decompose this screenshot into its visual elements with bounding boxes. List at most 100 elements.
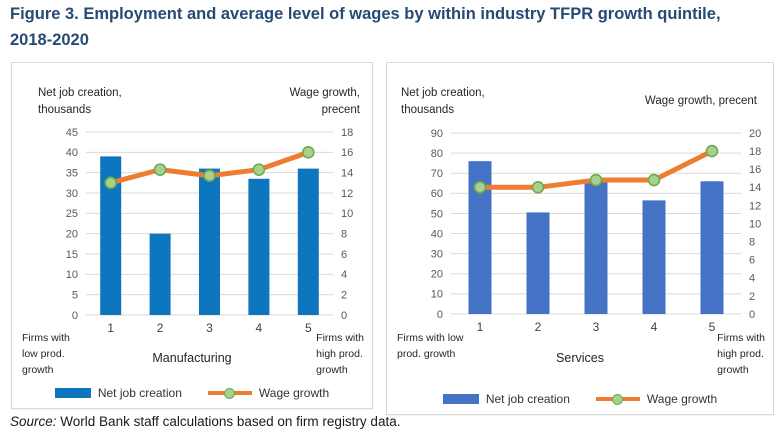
note-line: Firms with: [22, 332, 70, 344]
right-axis-tick: 4: [341, 269, 347, 281]
manufacturing-chart-panel: Net job creation, thousands Wage growth,…: [11, 62, 373, 409]
right-axis-label-line: precent: [321, 104, 360, 117]
services-left-axis-label: Net job creation, thousands: [401, 85, 485, 120]
category-label: 2: [157, 321, 164, 335]
left-axis-tick: 50: [431, 208, 443, 220]
legend-item-wage-growth: Wage growth: [595, 392, 718, 406]
category-label: 3: [593, 320, 600, 334]
services-chart-panel: Net job creation, thousands Wage growth,…: [386, 62, 774, 415]
left-axis-tick: 10: [66, 269, 78, 281]
manufacturing-bar-q1: [100, 156, 122, 315]
manufacturing-wage-marker-q1: [104, 176, 117, 190]
legend-label: Net job creation: [485, 392, 570, 406]
right-axis-tick: 20: [749, 128, 761, 140]
legend-label: Wage growth: [258, 386, 330, 400]
manufacturing-axis-title: Manufacturing: [152, 351, 232, 365]
manufacturing-wage-marker-q5: [301, 146, 315, 159]
left-axis-tick: 90: [431, 128, 443, 140]
category-label: 1: [477, 320, 484, 334]
right-axis-tick: 12: [749, 200, 761, 212]
manufacturing-low-prod-note: Firms with low prod. growth: [22, 331, 70, 378]
right-axis-tick: 4: [749, 273, 755, 285]
figure-title-line-1: Figure 3. Employment and average level o…: [10, 5, 721, 23]
left-axis-tick: 20: [66, 229, 78, 241]
category-label: 5: [709, 320, 716, 334]
left-axis-tick: 25: [66, 208, 78, 220]
category-label: 4: [256, 321, 263, 335]
wage-growth-swatch: [207, 387, 252, 399]
right-axis-tick: 0: [341, 310, 347, 322]
services-wage-marker-q3: [589, 173, 603, 187]
services-high-prod-note: Firms with high prod. growth: [717, 331, 765, 378]
category-label: 1: [107, 321, 114, 335]
source-text: World Bank staff calculations based on f…: [60, 414, 401, 429]
legend-label: Net job creation: [97, 386, 182, 400]
services-bar-q2: [526, 212, 550, 314]
right-axis-tick: 8: [341, 229, 347, 241]
wage-growth-swatch: [595, 393, 640, 405]
note-line: prod. growth: [397, 347, 456, 360]
manufacturing-bar-q4: [248, 178, 270, 315]
services-low-prod-note: Firms with low prod. growth: [397, 331, 464, 363]
net-job-creation-swatch: [442, 394, 479, 404]
right-axis-tick: 8: [749, 236, 755, 248]
category-label: 2: [535, 320, 542, 334]
wage-growth-marker-icon: [611, 394, 623, 405]
left-axis-tick: 70: [431, 168, 443, 180]
left-axis-tick: 15: [66, 249, 78, 261]
right-axis-tick: 14: [749, 182, 761, 194]
note-line: Firms with: [717, 332, 765, 344]
left-axis-tick: 40: [66, 147, 78, 159]
legend-item-wage-growth: Wage growth: [207, 386, 330, 400]
category-label: 4: [651, 320, 658, 334]
right-axis-tick: 2: [749, 291, 755, 303]
left-axis-label-line: Net job creation,: [401, 87, 485, 99]
services-wage-marker-q2: [531, 181, 545, 194]
manufacturing-bar-q2: [149, 233, 171, 315]
source-note: Source: World Bank staff calculations ba…: [10, 414, 400, 429]
wage-growth-marker-icon: [223, 388, 235, 399]
left-axis-tick: 45: [66, 127, 78, 139]
left-axis-tick: 30: [431, 249, 443, 261]
right-axis-tick: 18: [749, 146, 761, 158]
right-axis-label-line: Wage growth,: [289, 87, 360, 99]
legend-label: Wage growth: [646, 392, 718, 406]
right-axis-label-line: Wage growth, precent: [644, 95, 757, 107]
note-line: low prod.: [22, 347, 65, 360]
right-axis-tick: 14: [341, 168, 353, 180]
left-axis-tick: 10: [431, 289, 443, 301]
services-bar-q1: [468, 161, 492, 314]
right-axis-tick: 10: [749, 218, 761, 230]
services-bar-q5: [700, 181, 724, 314]
manufacturing-wage-marker-q3: [203, 169, 216, 183]
left-axis-tick: 0: [72, 310, 78, 322]
right-axis-tick: 6: [341, 249, 347, 261]
right-axis-tick: 12: [341, 188, 353, 200]
manufacturing-wage-marker-q2: [153, 163, 167, 176]
left-axis-tick: 5: [72, 290, 78, 302]
right-axis-tick: 16: [341, 147, 353, 159]
right-axis-tick: 16: [749, 164, 761, 176]
right-axis-tick: 0: [749, 309, 755, 321]
left-axis-tick: 40: [431, 228, 443, 240]
left-axis-tick: 20: [431, 269, 443, 281]
note-line: high prod.: [316, 347, 363, 360]
category-label: 5: [305, 321, 312, 335]
note-line: growth: [717, 363, 749, 376]
right-axis-tick: 18: [341, 127, 353, 139]
manufacturing-left-axis-label: Net job creation, thousands: [38, 85, 122, 120]
services-legend: Net job creation Wage growth: [387, 392, 773, 406]
note-line: high prod.: [717, 347, 764, 360]
right-axis-tick: 2: [341, 290, 347, 302]
services-wage-marker-q5: [705, 144, 719, 158]
manufacturing-bar-q5: [297, 168, 319, 315]
left-axis-tick: 0: [437, 309, 443, 321]
services-wage-marker-q4: [647, 173, 661, 187]
legend-item-net-job-creation: Net job creation: [54, 386, 182, 400]
services-right-axis-label: Wage growth, precent: [645, 93, 757, 110]
source-prefix: Source:: [10, 414, 57, 429]
left-axis-label-line: thousands: [38, 104, 92, 117]
